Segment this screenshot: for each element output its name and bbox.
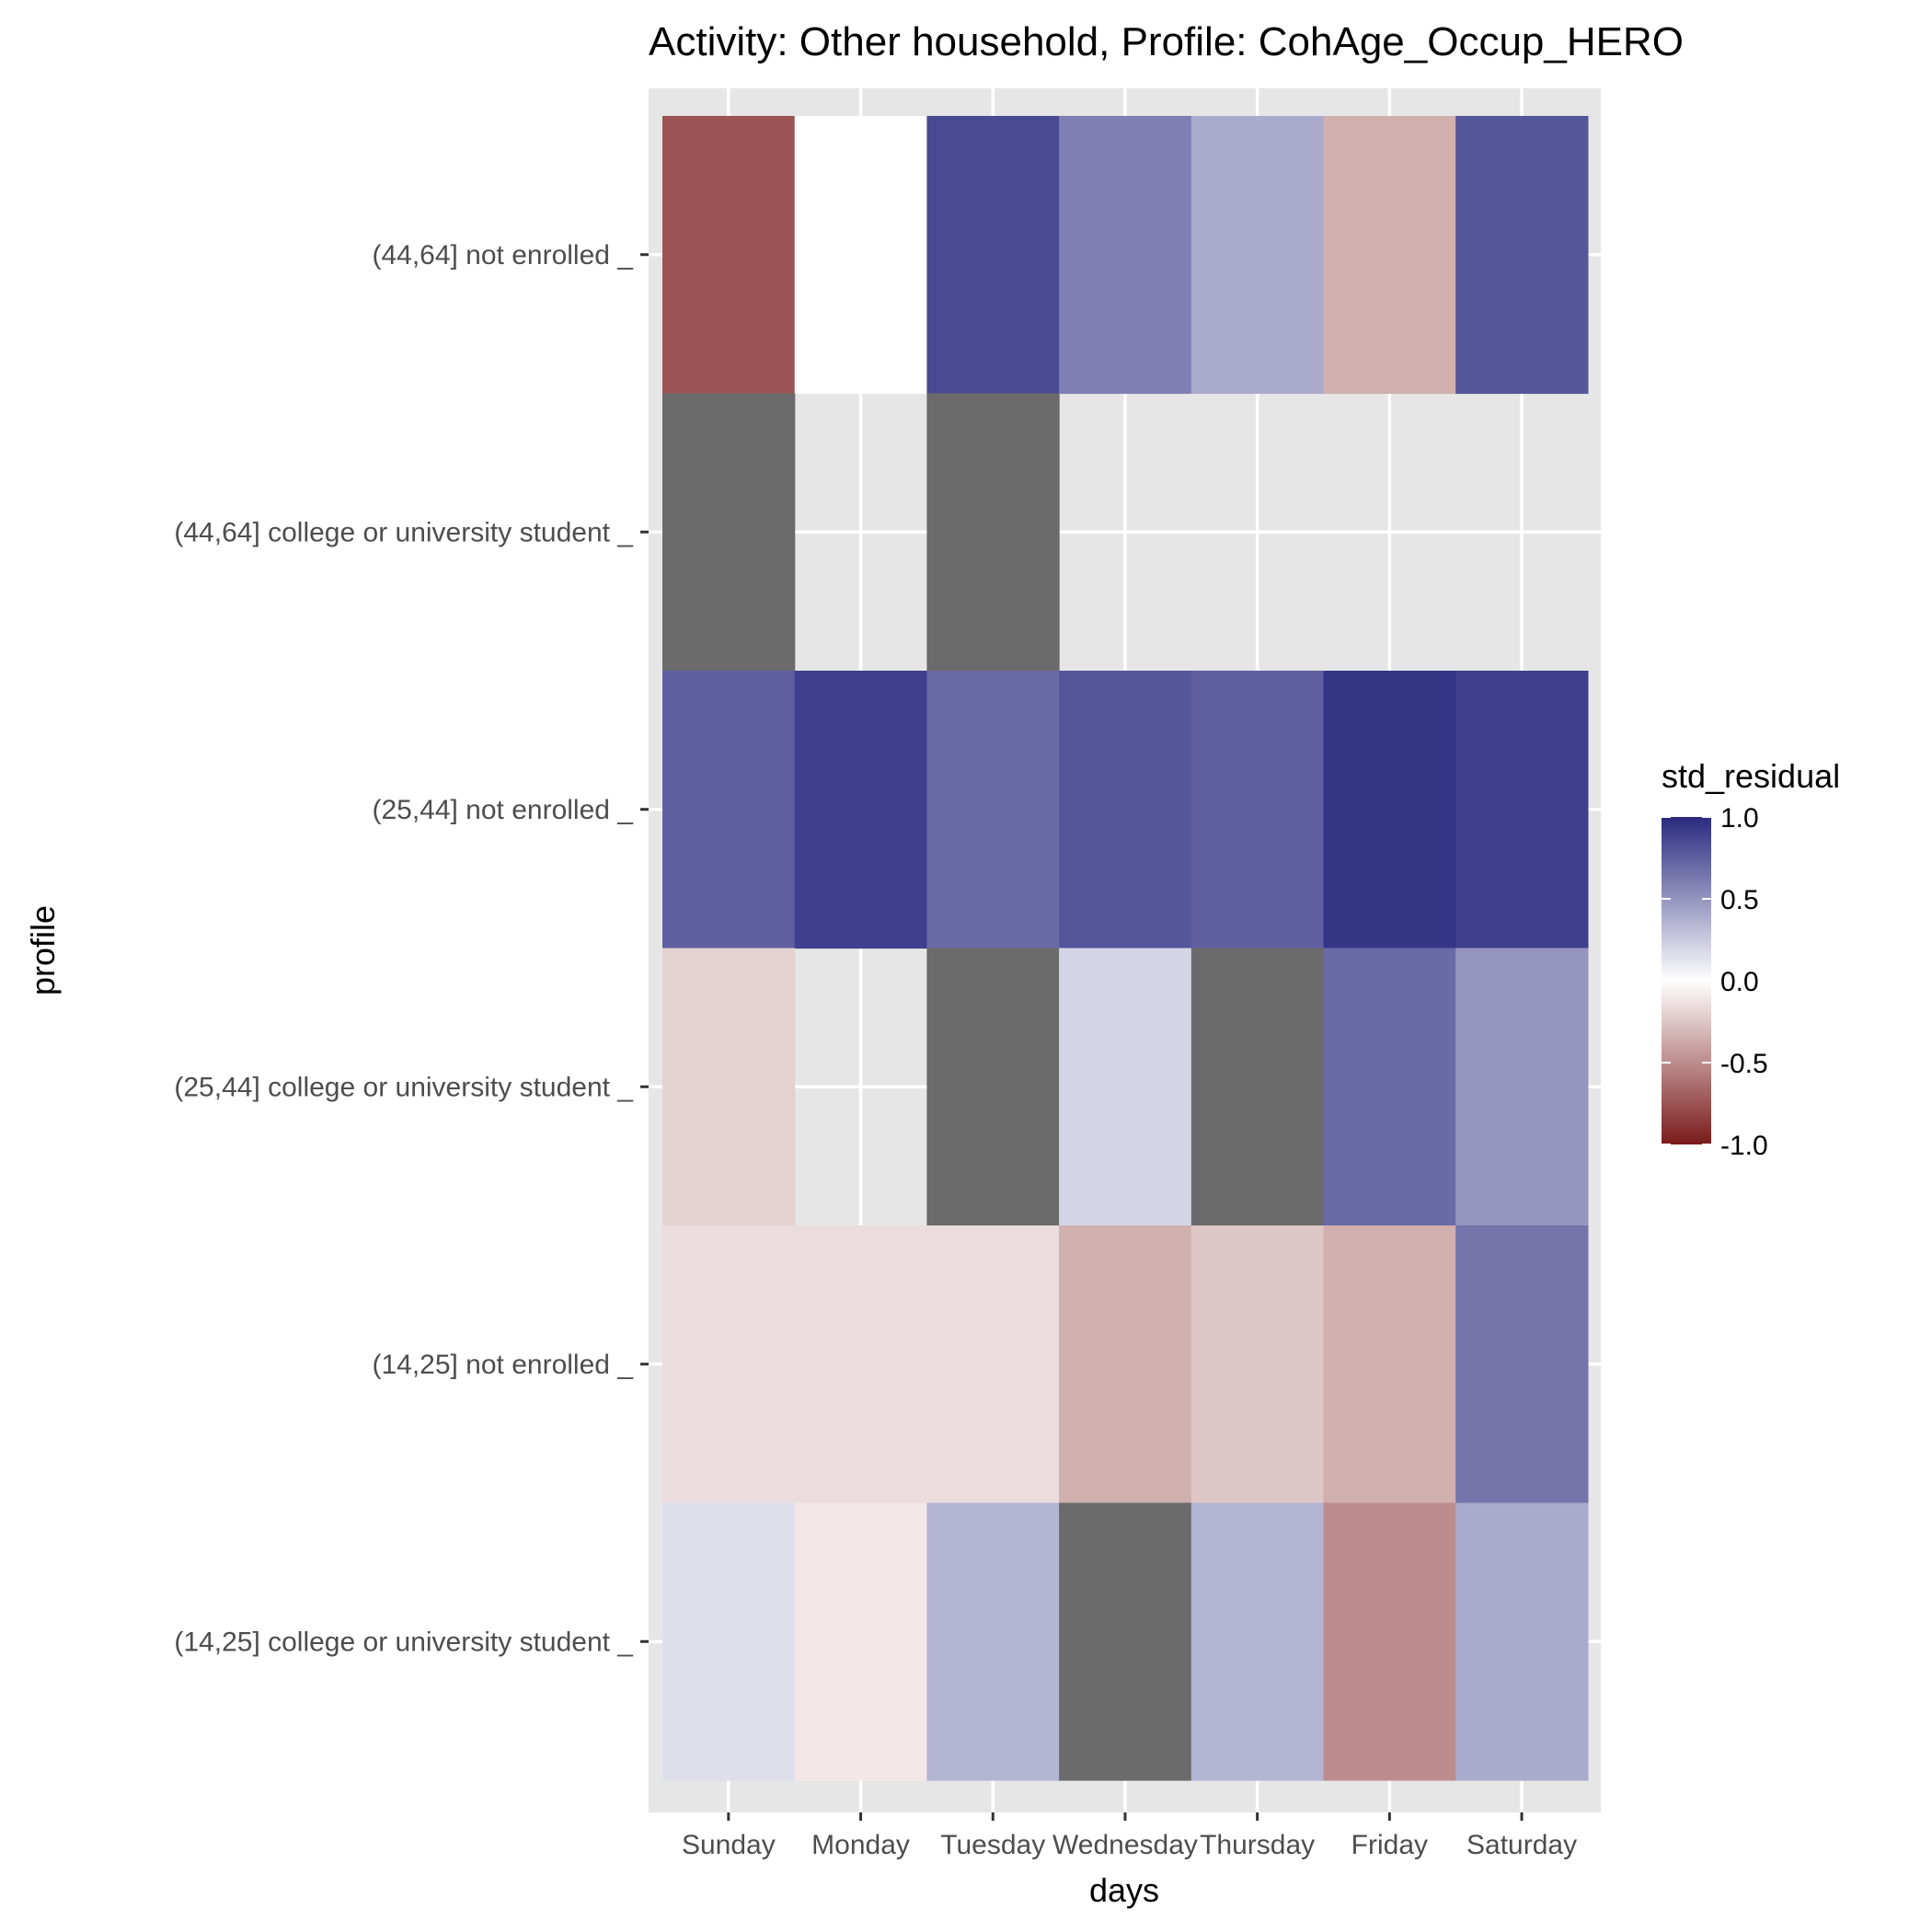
heatmap-cell [1323,116,1456,395]
x-axis-title: days [1089,1871,1159,1909]
y-tick-label: (44,64] college or university student _ [174,517,634,547]
heatmap-cell [662,948,796,1226]
x-tick-label: Thursday [1200,1830,1315,1860]
heatmap-cell [1190,671,1325,949]
y-axis: (44,64] not enrolled _ (44,64] college or… [174,240,649,1657]
legend-tick-label: 1.0 [1720,803,1759,834]
x-tick-label: Wednesday [1052,1830,1198,1860]
heatmap-cell [662,116,796,395]
heatmap-cell [1323,671,1456,949]
heatmap-cell [926,1225,1060,1504]
heatmap-cell [1059,1225,1192,1504]
heatmap-cell [1455,1225,1589,1504]
y-tick-label: (14,25] college or university student _ [174,1627,634,1657]
y-tick-label: (25,44] college or university student _ [174,1072,634,1102]
heatmap-cell [926,1502,1060,1781]
heatmap-cell [1455,1502,1589,1781]
x-axis: Sunday Monday Tuesday Wednesday Thursday Frid… [682,1812,1577,1860]
legend-title: std_residual [1662,757,1840,795]
x-tick-label: Saturday [1466,1830,1577,1860]
heatmap-cell [1190,1225,1325,1504]
heatmap-cell [1323,1225,1456,1504]
heatmap-cell [794,116,927,395]
x-tick-label: Tuesday [940,1830,1045,1860]
legend-tick-label: -0.5 [1720,1049,1768,1079]
heatmap-cell [1323,948,1456,1226]
heatmap-cell [1190,948,1325,1226]
heatmap-cell [1059,1502,1192,1781]
heatmap-cell [794,1502,927,1781]
x-tick-label: Sunday [682,1830,776,1860]
heatmap-cell [662,393,796,672]
heatmap-cell [794,1225,927,1504]
x-tick-label: Friday [1351,1830,1428,1860]
y-tick-label: (44,64] not enrolled _ [372,240,634,270]
heatmap-cell [926,948,1060,1226]
y-tick-label: (25,44] not enrolled _ [372,795,634,825]
heatmap-cell [1190,1502,1325,1781]
chart-title: Activity: Other household, Profile: CohA… [649,19,1684,64]
y-axis-title: profile [24,905,62,995]
y-tick-label: (14,25] not enrolled _ [372,1350,634,1380]
heatmap-cell [1059,948,1192,1226]
legend-tick-label: 0.5 [1720,885,1759,915]
legend: std_residual 1.0 0.5 0.0 -0.5 -1.0 [1662,757,1840,1161]
legend-ticks: 1.0 0.5 0.0 -0.5 -1.0 [1662,803,1768,1161]
heatmap-cell [794,671,927,949]
heatmap-cell [1059,671,1192,949]
legend-tick-label: 0.0 [1720,967,1759,997]
heatmap-cell [926,116,1060,395]
heatmap-cell [1455,948,1589,1226]
heatmap-cell [1059,116,1192,395]
heatmap-cell [662,671,796,949]
heatmap-cell [1323,1502,1456,1781]
heatmap-cell [1455,671,1589,949]
heatmap-cell [662,1225,796,1504]
heatmap-cell [1455,116,1589,395]
x-tick-label: Monday [811,1830,910,1860]
heatmap-cell [1190,116,1325,395]
heatmap-tiles [662,116,1589,1781]
legend-tick-label: -1.0 [1720,1131,1768,1161]
heatmap-cell [926,671,1060,949]
heatmap-cell [926,393,1060,672]
heatmap-cell [662,1502,796,1781]
